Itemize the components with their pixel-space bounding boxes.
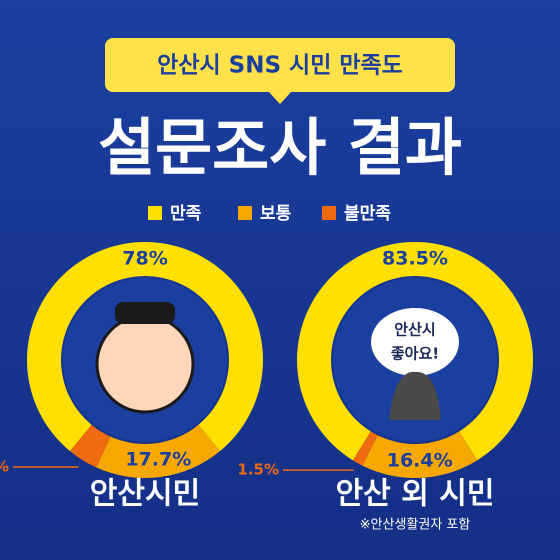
value-label: 1.5%: [237, 461, 279, 479]
pie-segment: [362, 431, 478, 478]
legend-swatch: [238, 206, 252, 220]
tag-bubble: [105, 38, 455, 92]
legend: 만족 보통 불만족: [148, 204, 391, 224]
note: ※안산생활권자 포함: [360, 518, 471, 533]
pie-segment: [70, 424, 111, 468]
chart-title: 안산 외 시민: [336, 477, 495, 512]
value-label: 17.7%: [125, 449, 191, 471]
tag-pointer: [268, 91, 292, 104]
pie-segment: [27, 242, 264, 452]
bubble-text: 안산시: [394, 321, 435, 339]
pie-segment: [352, 431, 378, 466]
pie-segment: [297, 241, 533, 461]
value-label: 78%: [122, 248, 167, 270]
legend-label: 보통: [260, 204, 292, 224]
charts: 78% 17.7% 4.2% 안산시민 83.5% 16.4% 1.5% 안산 외 시민 안산시…: [0, 241, 533, 533]
legend-label: 만족: [170, 204, 202, 224]
legend-label: 불만족: [344, 204, 391, 224]
mascot-hat: [115, 302, 175, 324]
chart-title: 안산시민: [90, 477, 200, 512]
value-label: 16.4%: [387, 449, 453, 471]
value-label: 83.5%: [382, 248, 448, 270]
value-label: 4.2%: [0, 457, 9, 475]
bubble-text: 좋아요!: [391, 345, 439, 363]
legend-swatch: [148, 206, 162, 220]
pie-segment: [96, 424, 220, 478]
speech-bubble: [371, 308, 459, 376]
legend-swatch: [322, 206, 336, 220]
mascot: [389, 371, 441, 420]
tag-text: 안산시 SNS 시민 만족도: [157, 53, 403, 79]
mascot-face: [95, 314, 195, 414]
main-title: 설문조사 결과: [98, 111, 462, 184]
